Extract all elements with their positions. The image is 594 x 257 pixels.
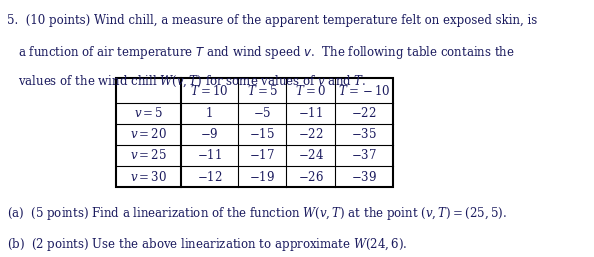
Text: $-26$: $-26$ (298, 170, 324, 183)
Text: 5.  (10 points) Wind chill, a measure of the apparent temperature felt on expose: 5. (10 points) Wind chill, a measure of … (7, 14, 538, 27)
Text: $T = 0$: $T = 0$ (295, 84, 326, 98)
Text: $-39$: $-39$ (351, 170, 377, 183)
Text: $v = 5$: $v = 5$ (134, 106, 163, 120)
Text: $-11$: $-11$ (197, 149, 222, 162)
Text: (b)  (2 points) Use the above linearization to approximate $W(24, 6)$.: (b) (2 points) Use the above linearizati… (7, 236, 407, 253)
Text: $-35$: $-35$ (351, 127, 377, 141)
Text: values of the wind chill $W(v, T)$ for some values of $v$ and $T$.: values of the wind chill $W(v, T)$ for s… (18, 73, 366, 89)
Text: $-12$: $-12$ (197, 170, 222, 183)
Text: $T = -10$: $T = -10$ (338, 84, 390, 98)
Text: $-19$: $-19$ (249, 170, 275, 183)
Text: $-15$: $-15$ (249, 127, 275, 141)
Text: $v = 30$: $v = 30$ (130, 170, 167, 183)
Text: $-17$: $-17$ (249, 149, 275, 162)
Text: $-37$: $-37$ (351, 149, 377, 162)
Text: $-11$: $-11$ (298, 106, 323, 120)
Text: $T = 10$: $T = 10$ (190, 84, 229, 98)
Text: a function of air temperature $T$ and wind speed $v$.  The following table conta: a function of air temperature $T$ and wi… (18, 44, 514, 61)
Text: $-24$: $-24$ (298, 149, 324, 162)
Text: $v = 25$: $v = 25$ (130, 149, 167, 162)
Text: $-5$: $-5$ (252, 106, 271, 120)
Text: $-22$: $-22$ (351, 106, 377, 120)
Text: (a)  (5 points) Find a linearization of the function $W(v, T)$ at the point $(v,: (a) (5 points) Find a linearization of t… (7, 205, 507, 222)
Text: $v = 20$: $v = 20$ (130, 127, 167, 141)
Bar (116, 78, 393, 187)
Text: $-22$: $-22$ (298, 127, 324, 141)
Text: 1: 1 (206, 107, 213, 120)
Text: $-9$: $-9$ (200, 127, 219, 141)
Text: $T = 5$: $T = 5$ (247, 84, 277, 98)
